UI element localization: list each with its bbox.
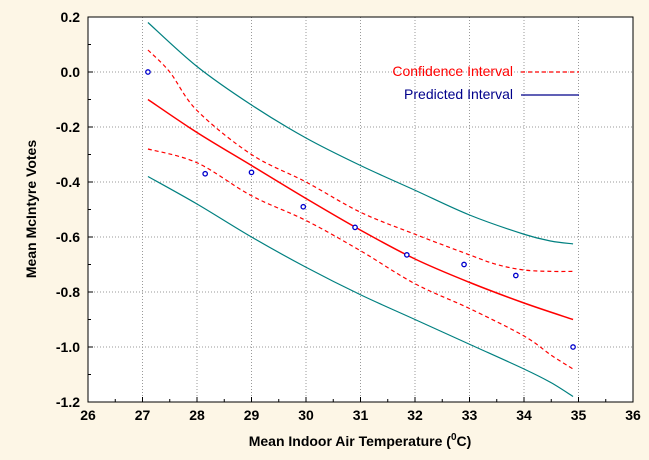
x-tick-label: 32 [407,407,423,423]
grid [88,17,633,402]
data-point [145,69,151,75]
y-tick-label: 0.0 [61,64,81,80]
confidence-interval-lower [147,148,574,370]
series-layer [145,22,576,398]
ticks: 26 27 28 29 30 31 32 33 34 35 36 -1.2 -1.0 -0.8 -0.6 -0… [56,9,641,423]
confidence-interval-upper [147,49,574,273]
x-tick-label: 29 [244,407,260,423]
prediction-interval-upper [147,22,574,245]
legend: Confidence Interval Predicted Interval [392,63,579,102]
x-tick-label: 27 [135,407,151,423]
x-tick-label: 36 [625,407,641,423]
y-tick-label: -0.6 [56,229,80,245]
x-axis-label-superscript: 0 [451,432,457,443]
x-tick-label: 31 [353,407,369,423]
x-tick-label: 34 [516,407,532,423]
data-point [248,169,255,176]
prediction-interval-lower [147,175,574,398]
y-tick-label: -0.4 [56,174,80,190]
y-tick-label: -0.8 [56,284,80,300]
y-tick-label: -1.0 [56,339,80,355]
x-tick-label: 26 [80,407,96,423]
y-tick-label: -1.2 [56,394,80,410]
x-tick-label: 30 [298,407,314,423]
data-point [300,203,307,210]
x-axis-label-main: Mean Indoor Air Temperature ( [249,433,452,449]
y-tick-label: 0.2 [61,9,81,25]
x-tick-label: 33 [462,407,478,423]
x-axis-label: Mean Indoor Air Temperature (0C) [249,432,472,449]
data-point [461,261,467,268]
data-point [570,344,576,350]
legend-label: Confidence Interval [392,63,513,79]
data-point [512,272,519,279]
data-point [403,252,410,258]
data-point [352,224,358,231]
x-axis-label-suffix: C) [457,433,472,449]
x-tick-label: 28 [189,407,205,423]
data-point [202,170,209,177]
legend-label: Predicted Interval [404,86,513,102]
y-axis-label: Mean McIntyre Votes [23,140,39,278]
y-tick-label: -0.2 [56,119,80,135]
x-tick-label: 35 [571,407,587,423]
regression-fit-line [147,98,574,321]
